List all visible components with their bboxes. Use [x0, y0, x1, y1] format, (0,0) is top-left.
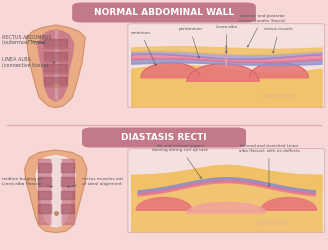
Text: omentum: omentum — [131, 31, 156, 66]
Polygon shape — [38, 30, 74, 101]
Polygon shape — [36, 156, 75, 227]
FancyBboxPatch shape — [128, 149, 325, 232]
Polygon shape — [61, 159, 74, 224]
Polygon shape — [187, 202, 266, 212]
Text: midline bulging of
Linea alba (fascia): midline bulging of Linea alba (fascia) — [2, 177, 52, 188]
Polygon shape — [249, 62, 308, 78]
FancyBboxPatch shape — [82, 128, 246, 148]
Text: anterior and posterior
rectus sheaths (fascia): anterior and posterior rectus sheaths (f… — [239, 14, 286, 47]
Polygon shape — [38, 159, 51, 224]
Polygon shape — [136, 198, 192, 210]
Text: Linea alba: Linea alba — [216, 25, 237, 53]
Text: karamela: karamela — [262, 92, 295, 98]
Text: RECTUS ABDOMINIS
(outermost layer): RECTUS ABDOMINIS (outermost layer) — [2, 34, 51, 46]
FancyBboxPatch shape — [72, 2, 256, 22]
Text: peritoneum: peritoneum — [178, 27, 202, 58]
Polygon shape — [261, 198, 317, 210]
Text: LINEA ALBA
(connective tissue): LINEA ALBA (connective tissue) — [2, 57, 55, 68]
FancyBboxPatch shape — [128, 24, 325, 107]
Polygon shape — [26, 25, 85, 107]
Text: rectus muscles out
of ideal alignment: rectus muscles out of ideal alignment — [67, 177, 123, 188]
Text: DIASTASIS RECTI: DIASTASIS RECTI — [121, 133, 207, 142]
Text: thinned and stretched Linea
alba (fascia), with no deffects: thinned and stretched Linea alba (fascia… — [238, 144, 299, 186]
Polygon shape — [187, 64, 259, 81]
Polygon shape — [141, 62, 200, 78]
Polygon shape — [25, 150, 87, 232]
Text: rectus muscle: rectus muscle — [264, 27, 293, 53]
Text: karamela: karamela — [256, 220, 289, 226]
Text: fat and internal organs
doming during curl-up task: fat and internal organs doming during cu… — [153, 144, 208, 178]
Text: NORMAL ABDOMINAL WALL: NORMAL ABDOMINAL WALL — [94, 8, 234, 17]
